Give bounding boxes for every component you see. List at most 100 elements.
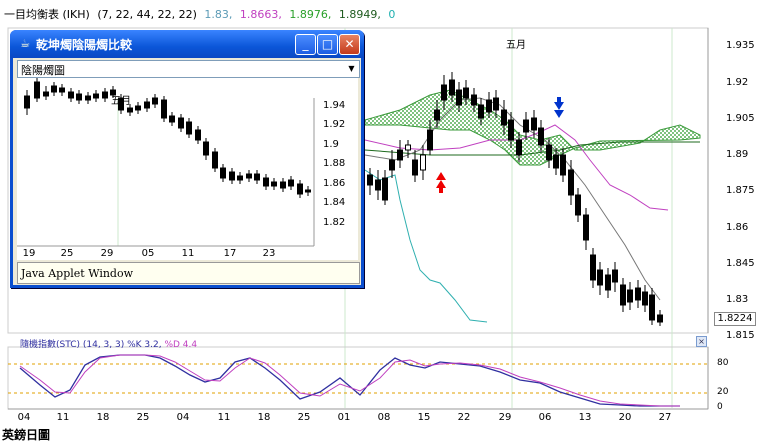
price-tick: 1.875 (726, 185, 755, 196)
date-tick: 25 (136, 412, 150, 423)
candle-body (463, 87, 469, 99)
candle-body (288, 179, 294, 187)
candle-body (34, 81, 40, 99)
candle-body (523, 119, 529, 133)
chart-footer-title: 英鎊日圖 (2, 428, 51, 442)
popup-price-tick: 1.94 (323, 100, 346, 111)
candle-body (405, 144, 411, 151)
popup-price-tick: 1.82 (323, 217, 346, 228)
candle-body (635, 287, 641, 301)
popup-chart-svg (17, 78, 315, 247)
senkou-line (364, 141, 700, 156)
candle-body (508, 119, 514, 141)
stc-label-d: %D 4.4 (164, 340, 198, 350)
price-tick: 1.92 (726, 77, 749, 88)
price-tick: 1.845 (726, 258, 755, 269)
candle-body (178, 117, 184, 129)
window-client: 陰陽燭圖 ▼ 五月 1.94 1.92 1.9 1.88 1.86 1.84 1… (13, 58, 361, 285)
tenkan-line (364, 97, 661, 301)
candle-body (620, 284, 626, 306)
date-tick: 04 (176, 412, 190, 423)
stc-label-k: 隨機指數(STC) (14, 3, 3) %K 3.2, (20, 340, 162, 350)
date-tick: 01 (337, 412, 351, 423)
popup-price-tick: 1.86 (323, 178, 346, 189)
candle-body (583, 214, 589, 241)
candle-body (85, 95, 91, 101)
price-tick: 1.935 (726, 40, 755, 51)
candle-body (254, 173, 260, 181)
price-tick: 1.86 (726, 222, 749, 233)
candle-body (575, 194, 581, 216)
date-tick: 20 (618, 412, 632, 423)
popup-price-tick: 1.88 (323, 158, 346, 169)
date-tick: 11 (217, 412, 231, 423)
candle-body (195, 129, 201, 141)
candle-body (212, 151, 218, 169)
candle-body (627, 289, 633, 303)
candle-body (280, 181, 286, 189)
stc-label: 隨機指數(STC) (14, 3, 3) %K 3.2, %D 4.4 (20, 337, 197, 350)
chevron-down-icon[interactable]: ▼ (344, 61, 359, 77)
popup-date-tick: 17 (223, 248, 237, 259)
window-titlebar[interactable]: ☕ 乾坤燭陰陽燭比較 _ □ ✕ (10, 30, 364, 58)
candle-body (229, 171, 235, 181)
indicator-value-5: 0 (388, 8, 396, 21)
buy-arrow-icon (436, 172, 446, 193)
date-tick: 18 (96, 412, 110, 423)
close-button[interactable]: ✕ (339, 34, 360, 55)
candle-body (657, 314, 663, 323)
candle-body (449, 79, 455, 96)
candle-body (382, 177, 388, 201)
minimize-button[interactable]: _ (295, 34, 316, 55)
chikou-line (364, 169, 488, 323)
indicator-header: 一目均衡表 (IKH) (7, 22, 44, 22, 22) 1.83, 1.… (4, 6, 399, 22)
current-price-badge: 1.8224 (714, 312, 756, 326)
popup-price-tick: 1.84 (323, 197, 346, 208)
indicator-value-2: 1.8663, (239, 8, 282, 21)
candle-body (24, 95, 30, 109)
candle-body (51, 85, 57, 93)
candle-body (246, 173, 252, 179)
candle-body (118, 97, 124, 111)
candle-body (93, 93, 99, 99)
date-tick: 29 (498, 412, 512, 423)
candle-body (305, 189, 311, 193)
stc-k-line (19, 354, 680, 407)
candle-body (642, 291, 648, 306)
date-tick: 22 (457, 412, 471, 423)
popup-date-tick: 23 (262, 248, 276, 259)
candle-body (102, 91, 108, 99)
main-month-label: 五月 (506, 40, 526, 51)
stc-tick: 0 (717, 402, 723, 412)
date-tick: 08 (377, 412, 391, 423)
indicator-name: 一目均衡表 (IKH) (4, 8, 90, 21)
popup-price-tick: 1.92 (323, 119, 346, 130)
chart-type-value: 陰陽燭圖 (21, 64, 65, 77)
candle-body (612, 269, 618, 283)
candle-body (546, 144, 552, 161)
candle-body (68, 91, 74, 99)
candle-body (144, 101, 150, 109)
candle-body (427, 129, 433, 151)
stc-d-line (19, 354, 680, 407)
candle-body (237, 175, 243, 181)
candle-body (538, 127, 544, 146)
date-tick: 25 (297, 412, 311, 423)
candle-body (456, 89, 462, 106)
candle-body (127, 107, 133, 113)
candle-body (531, 117, 537, 131)
indicator-value-4: 1.8949, (338, 8, 381, 21)
stc-close-button[interactable]: × (696, 336, 707, 347)
maximize-button[interactable]: □ (317, 34, 338, 55)
candle-body (186, 121, 192, 135)
candle-body (169, 115, 175, 123)
candle-body (649, 294, 655, 321)
candle-body (471, 94, 477, 106)
candle-body (76, 93, 82, 101)
popup-price-tick: 1.9 (323, 139, 339, 150)
chart-type-select[interactable]: 陰陽燭圖 ▼ (17, 60, 360, 78)
candle-body (161, 99, 167, 119)
candle-body (412, 159, 418, 176)
indicator-params: (7, 22, 44, 22, 22) (97, 8, 197, 21)
